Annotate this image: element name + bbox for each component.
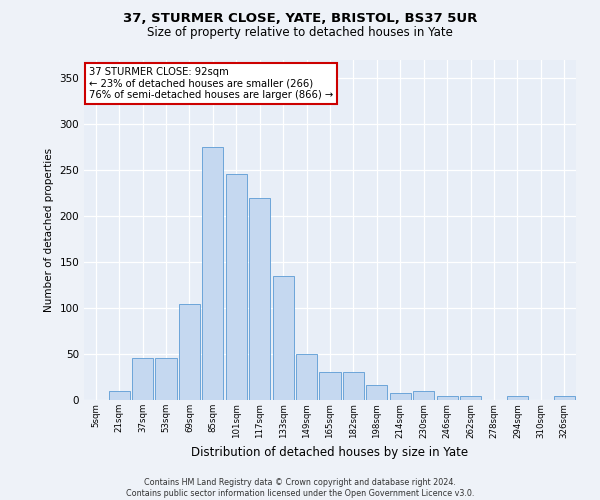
Bar bbox=[554, 396, 575, 400]
Bar bbox=[155, 358, 176, 400]
Bar bbox=[226, 174, 247, 400]
Bar bbox=[132, 358, 153, 400]
Bar bbox=[109, 391, 130, 400]
Bar bbox=[460, 396, 481, 400]
Bar bbox=[413, 391, 434, 400]
Text: 37 STURMER CLOSE: 92sqm
← 23% of detached houses are smaller (266)
76% of semi-d: 37 STURMER CLOSE: 92sqm ← 23% of detache… bbox=[89, 67, 333, 100]
Text: 37, STURMER CLOSE, YATE, BRISTOL, BS37 5UR: 37, STURMER CLOSE, YATE, BRISTOL, BS37 5… bbox=[123, 12, 477, 26]
Y-axis label: Number of detached properties: Number of detached properties bbox=[44, 148, 54, 312]
Bar bbox=[343, 372, 364, 400]
Text: Contains HM Land Registry data © Crown copyright and database right 2024.
Contai: Contains HM Land Registry data © Crown c… bbox=[126, 478, 474, 498]
Text: Size of property relative to detached houses in Yate: Size of property relative to detached ho… bbox=[147, 26, 453, 39]
Bar bbox=[507, 396, 528, 400]
Bar bbox=[319, 372, 341, 400]
Bar bbox=[202, 148, 223, 400]
Bar bbox=[437, 396, 458, 400]
Bar bbox=[272, 276, 293, 400]
Bar bbox=[249, 198, 270, 400]
Bar bbox=[179, 304, 200, 400]
Bar bbox=[296, 354, 317, 400]
Bar bbox=[390, 392, 411, 400]
Bar bbox=[367, 386, 388, 400]
X-axis label: Distribution of detached houses by size in Yate: Distribution of detached houses by size … bbox=[191, 446, 469, 459]
